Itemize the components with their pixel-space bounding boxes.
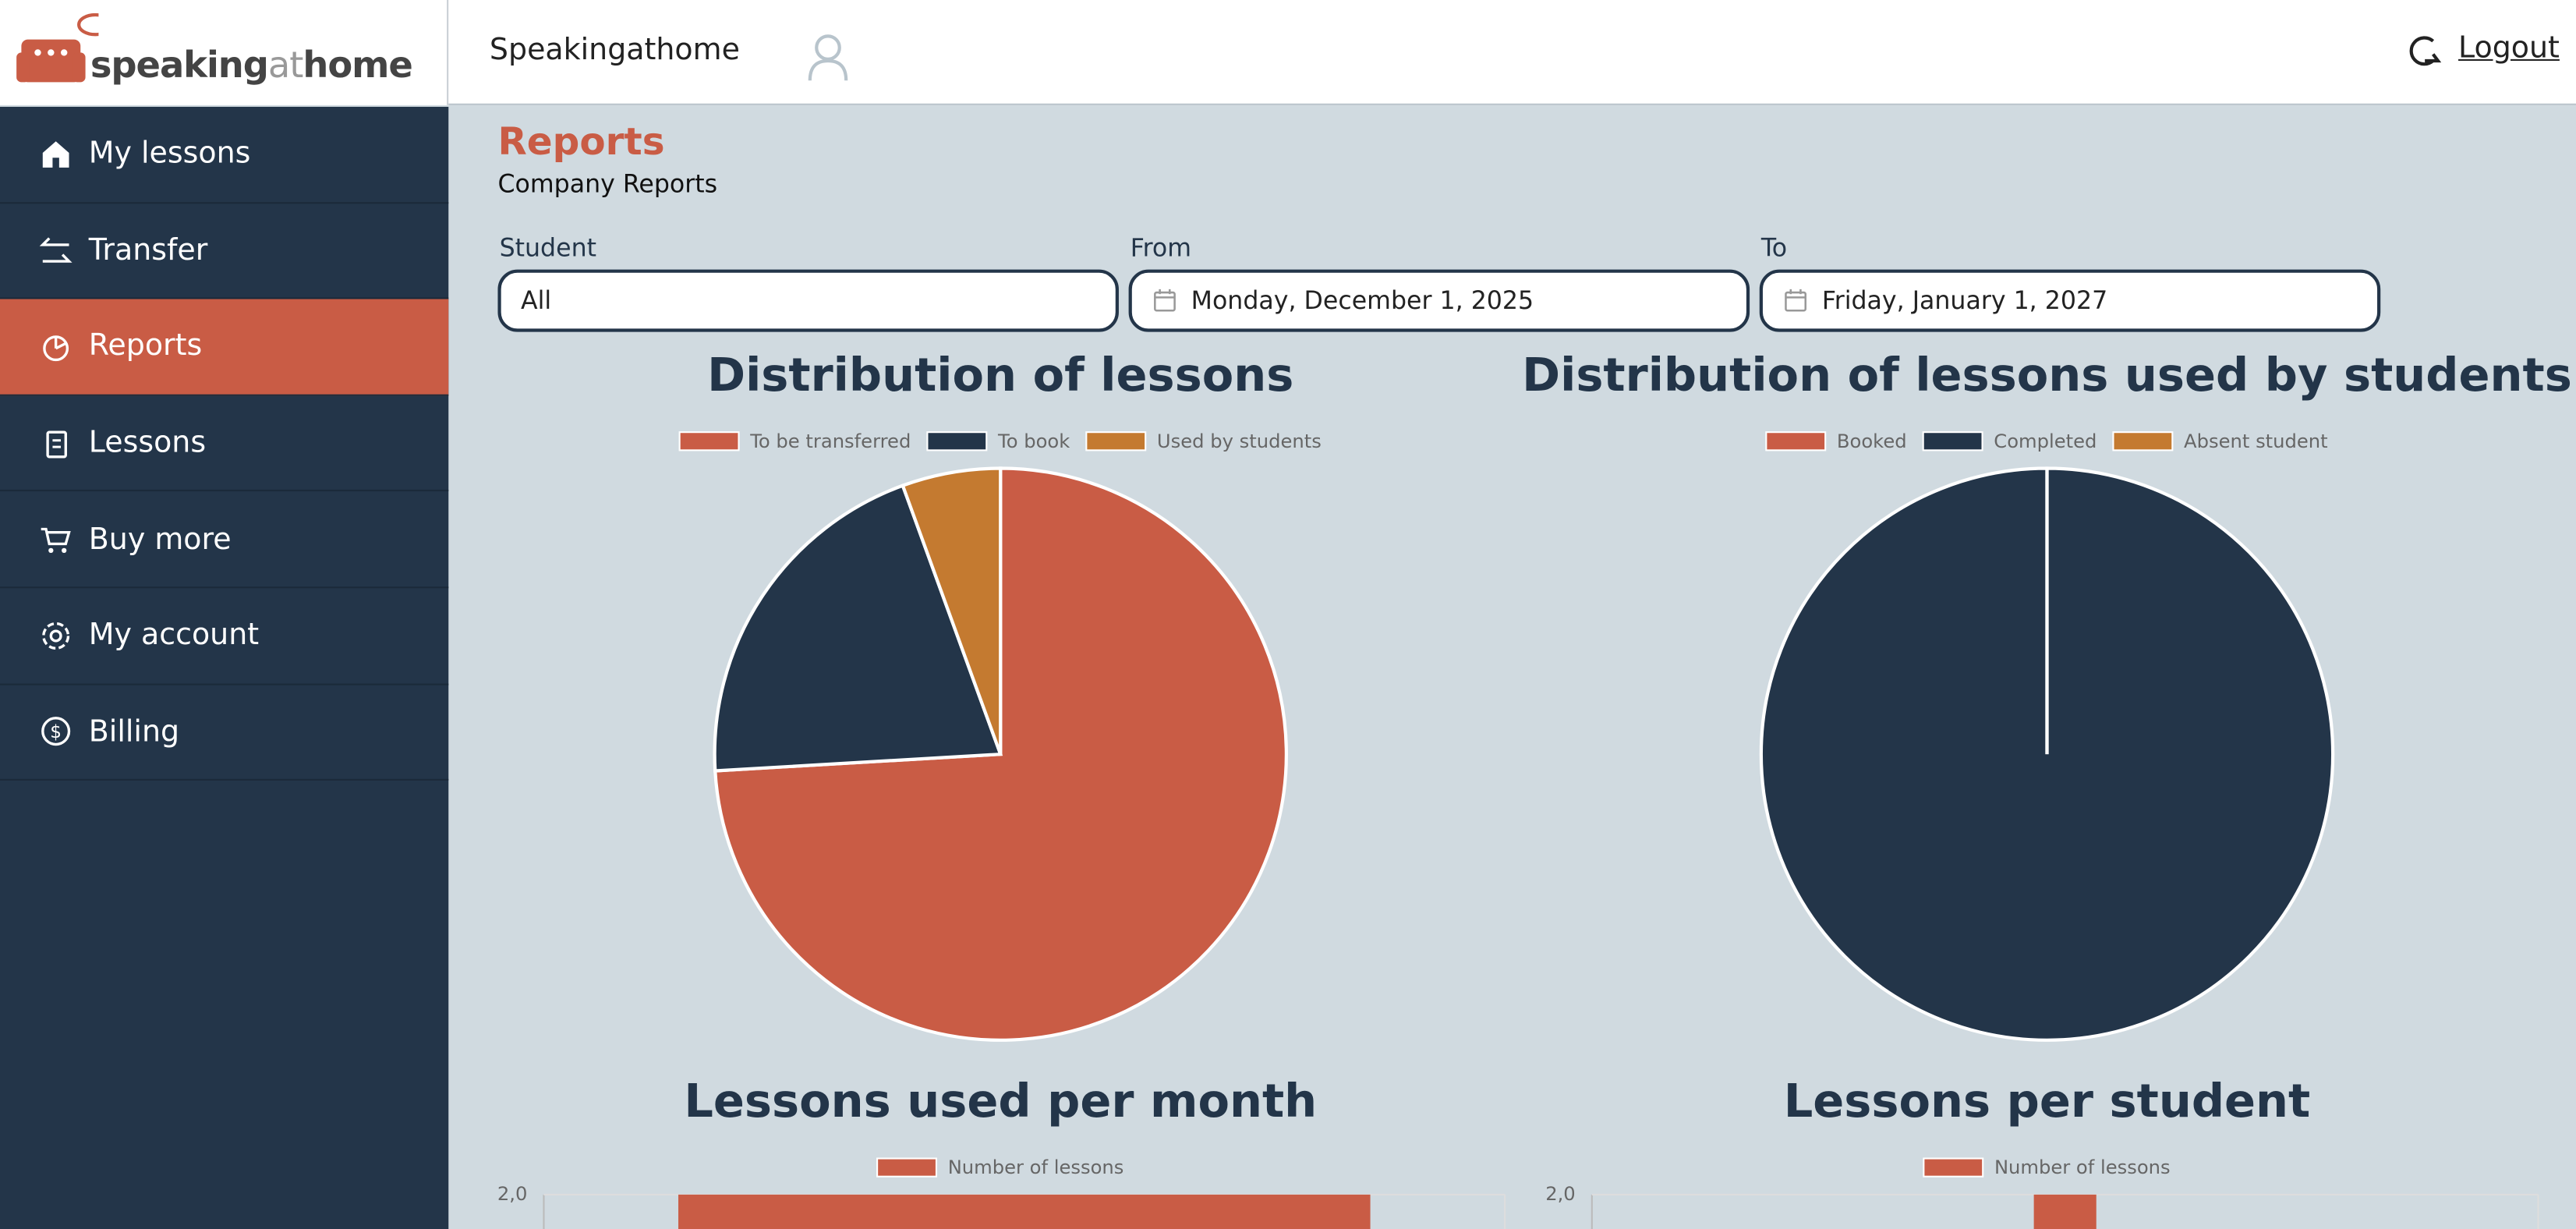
nav-item[interactable]: Reports: [0, 299, 449, 396]
legend-label: Completed: [1994, 430, 2097, 452]
page-title: Reports: [497, 121, 665, 165]
nav-label: Reports: [88, 329, 203, 364]
nav-item[interactable]: My lessons: [0, 107, 449, 204]
nav-icon: [41, 528, 71, 554]
calendar-icon: [1785, 289, 1807, 312]
page-subtitle: Company Reports: [497, 169, 718, 199]
nav-icon: [46, 430, 67, 458]
filter-input[interactable]: All: [497, 269, 1119, 332]
legend-label: To book: [997, 430, 1070, 452]
nav-item[interactable]: Buy more: [0, 492, 449, 589]
filter-value: Monday, December 1, 2025: [1191, 285, 1534, 316]
nav-icon: [42, 622, 70, 650]
y-tick-label: 2,0: [1545, 1183, 1576, 1205]
legend-label: Booked: [1837, 430, 1907, 452]
nav-label: My lessons: [88, 136, 251, 172]
legend-label: To be transferred: [749, 430, 911, 452]
nav-item[interactable]: Lessons: [0, 395, 449, 492]
top-bar: Speakingathome Logout: [448, 0, 2576, 105]
logout-icon: [2409, 36, 2442, 66]
filter-input[interactable]: Monday, December 1, 2025: [1128, 269, 1750, 332]
legend-label: Absent student: [2184, 430, 2328, 452]
nav-label: My account: [88, 618, 260, 653]
pie-slice: [713, 483, 1003, 773]
sidebar: My lessons Transfer Reports Lessons Buy more…: [0, 106, 449, 1229]
nav-item[interactable]: My account: [0, 588, 449, 685]
legend-swatch: [1765, 431, 1827, 452]
filter-input[interactable]: Friday, January 1, 2027: [1759, 269, 2381, 332]
calendar-icon: [1154, 289, 1176, 312]
nav-label: Transfer: [88, 232, 208, 268]
logout-link[interactable]: Logout: [2458, 31, 2560, 66]
nav-icon: $: [41, 717, 71, 746]
legend: Booked Completed Absent student: [1765, 430, 2328, 452]
logo[interactable]: speakingathome: [0, 0, 449, 105]
legend-swatch: [678, 431, 740, 452]
nav-icon: [42, 140, 69, 168]
logo-part: home: [303, 45, 412, 87]
legend-swatch: [1922, 431, 1983, 452]
legend-swatch: [2112, 431, 2174, 452]
logo-text: speakingathome: [90, 45, 413, 87]
legend-swatch: [1923, 1157, 1984, 1178]
filter-label: Student: [499, 233, 597, 264]
svg-text:$: $: [50, 722, 62, 743]
legend-label: Number of lessons: [948, 1156, 1124, 1178]
filter-value: Friday, January 1, 2027: [1821, 285, 2108, 316]
chart-title: Distribution of lessons used by students: [1522, 348, 2572, 402]
nav-item[interactable]: $ Billing: [0, 685, 449, 781]
filter-value: All: [520, 285, 552, 316]
legend-swatch: [1085, 431, 1147, 452]
legend: Number of lessons: [1923, 1156, 2171, 1178]
filter-label: To: [1760, 233, 1788, 264]
legend-label: Used by students: [1157, 430, 1322, 452]
logo-part: at: [267, 45, 304, 87]
nav-label: Lessons: [88, 425, 207, 461]
pie-slice: [901, 466, 1003, 755]
nav-icon: [39, 238, 73, 264]
y-tick-label: 2,0: [497, 1183, 528, 1205]
chart-title: Lessons per student: [1784, 1074, 2311, 1128]
legend-swatch: [926, 431, 988, 452]
filter-label: From: [1130, 233, 1192, 264]
legend: To be transferred To book Used by students: [678, 430, 1322, 452]
nav-icon: [43, 335, 69, 362]
chart-title: Distribution of lessons: [707, 348, 1293, 402]
nav-label: Billing: [88, 714, 180, 749]
company-name: Speakingathome: [489, 33, 740, 68]
logo-part: speaking: [90, 45, 269, 87]
legend-swatch: [876, 1157, 938, 1178]
chart-title: Lessons used per month: [684, 1074, 1317, 1128]
legend-label: Number of lessons: [1994, 1156, 2171, 1178]
logo-icon: [16, 12, 99, 83]
nav-item[interactable]: Transfer: [0, 203, 449, 299]
legend: Number of lessons: [876, 1156, 1124, 1178]
bar: [678, 1194, 1371, 1229]
user-icon[interactable]: [807, 33, 850, 82]
nav-label: Buy more: [88, 522, 232, 557]
bar: [2033, 1194, 2097, 1229]
